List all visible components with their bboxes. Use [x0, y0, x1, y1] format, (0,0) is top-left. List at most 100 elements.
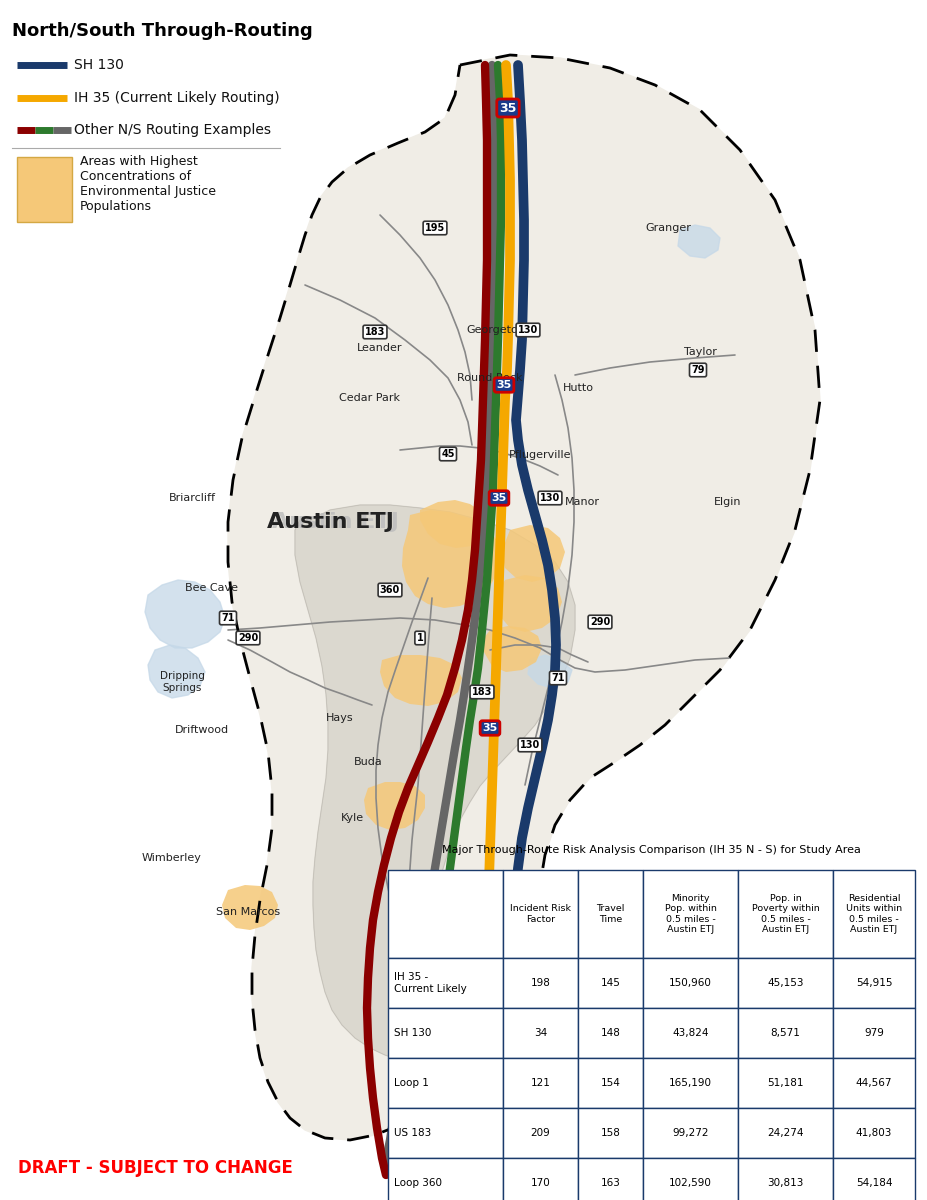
Text: 165,190: 165,190	[669, 1078, 712, 1088]
Text: SH 130: SH 130	[74, 58, 124, 72]
FancyBboxPatch shape	[833, 1158, 915, 1200]
Text: 35: 35	[477, 875, 492, 886]
Text: Hays: Hays	[326, 713, 354, 722]
Text: Bee Cave: Bee Cave	[185, 583, 238, 593]
FancyBboxPatch shape	[578, 1058, 643, 1108]
Text: 71: 71	[222, 613, 235, 623]
Text: Loop 1: Loop 1	[394, 1078, 429, 1088]
Text: Briarcliff: Briarcliff	[169, 493, 215, 503]
Text: 35: 35	[491, 493, 507, 503]
Text: Residential
Units within
0.5 miles -
Austin ETJ: Residential Units within 0.5 miles - Aus…	[846, 894, 902, 934]
Text: San Marcos: San Marcos	[216, 907, 280, 917]
Text: Leander: Leander	[357, 343, 402, 353]
FancyBboxPatch shape	[738, 1058, 833, 1108]
FancyBboxPatch shape	[17, 157, 72, 222]
FancyBboxPatch shape	[503, 1058, 578, 1108]
Text: Pflugerville: Pflugerville	[509, 450, 571, 460]
FancyBboxPatch shape	[388, 1158, 503, 1200]
Text: 45,153: 45,153	[768, 978, 804, 988]
FancyBboxPatch shape	[388, 958, 503, 1008]
Text: 145: 145	[601, 978, 620, 988]
Text: IH 35 (Current Likely Routing): IH 35 (Current Likely Routing)	[74, 91, 280, 104]
FancyBboxPatch shape	[578, 870, 643, 958]
Polygon shape	[528, 655, 572, 688]
Text: Minority
Pop. within
0.5 miles -
Austin ETJ: Minority Pop. within 0.5 miles - Austin …	[665, 894, 717, 934]
FancyBboxPatch shape	[833, 1008, 915, 1058]
Text: 154: 154	[601, 1078, 620, 1088]
Text: 183: 183	[472, 686, 492, 697]
FancyBboxPatch shape	[738, 1158, 833, 1200]
Polygon shape	[222, 886, 278, 930]
Polygon shape	[420, 500, 488, 548]
Text: Granger: Granger	[645, 223, 691, 233]
Polygon shape	[498, 575, 562, 632]
Text: Elgin: Elgin	[714, 497, 742, 506]
FancyBboxPatch shape	[643, 870, 738, 958]
Text: Dripping
Springs: Dripping Springs	[159, 671, 205, 692]
FancyBboxPatch shape	[738, 958, 833, 1008]
Text: 8,571: 8,571	[770, 1028, 800, 1038]
Text: IH 35 -
Current Likely: IH 35 - Current Likely	[394, 972, 467, 994]
Text: 44,567: 44,567	[856, 1078, 893, 1088]
FancyBboxPatch shape	[388, 1058, 503, 1108]
FancyBboxPatch shape	[833, 870, 915, 958]
Text: 35: 35	[482, 722, 498, 733]
Text: 148: 148	[601, 1028, 620, 1038]
Text: Round Rock: Round Rock	[457, 373, 523, 383]
FancyBboxPatch shape	[578, 1108, 643, 1158]
Text: Loop 360: Loop 360	[394, 1178, 442, 1188]
Text: Cedar Park: Cedar Park	[339, 392, 400, 403]
Text: US 183: US 183	[394, 1128, 431, 1138]
Text: 71: 71	[552, 673, 565, 683]
FancyBboxPatch shape	[503, 958, 578, 1008]
Polygon shape	[502, 526, 565, 582]
FancyBboxPatch shape	[503, 1008, 578, 1058]
Text: 35: 35	[500, 102, 516, 114]
FancyBboxPatch shape	[643, 1108, 738, 1158]
Text: 121: 121	[530, 1078, 551, 1088]
Text: 51,181: 51,181	[768, 1078, 804, 1088]
Text: 150,960: 150,960	[669, 978, 712, 988]
Polygon shape	[228, 55, 820, 1140]
Text: 290: 290	[238, 634, 258, 643]
FancyBboxPatch shape	[643, 1058, 738, 1108]
Text: 102,590: 102,590	[669, 1178, 712, 1188]
Text: Major Through-Route Risk Analysis Comparison (IH 35 N - S) for Study Area: Major Through-Route Risk Analysis Compar…	[442, 845, 861, 854]
Text: 163: 163	[601, 1178, 620, 1188]
Text: 209: 209	[530, 1128, 551, 1138]
FancyBboxPatch shape	[388, 870, 503, 958]
FancyBboxPatch shape	[578, 958, 643, 1008]
Text: Hutto: Hutto	[563, 383, 593, 392]
Text: 170: 170	[530, 1178, 551, 1188]
Text: 54,184: 54,184	[856, 1178, 893, 1188]
FancyBboxPatch shape	[578, 1008, 643, 1058]
FancyBboxPatch shape	[503, 870, 578, 958]
Text: Georgetown: Georgetown	[466, 325, 534, 335]
Text: Areas with Highest
Concentrations of
Environmental Justice
Populations: Areas with Highest Concentrations of Env…	[80, 155, 216, 214]
Text: 158: 158	[601, 1128, 620, 1138]
Text: SH 130: SH 130	[394, 1028, 431, 1038]
Text: 130: 130	[518, 325, 539, 335]
FancyBboxPatch shape	[578, 1158, 643, 1200]
FancyBboxPatch shape	[833, 1058, 915, 1108]
Polygon shape	[484, 626, 542, 672]
Text: 1: 1	[416, 634, 424, 643]
Text: 30,813: 30,813	[768, 1178, 804, 1188]
Text: 130: 130	[540, 493, 560, 503]
Text: 43,824: 43,824	[672, 1028, 709, 1038]
Text: Buda: Buda	[353, 757, 382, 767]
FancyBboxPatch shape	[833, 958, 915, 1008]
Text: Taylor: Taylor	[683, 347, 717, 358]
FancyBboxPatch shape	[643, 958, 738, 1008]
Text: Manor: Manor	[565, 497, 600, 506]
FancyBboxPatch shape	[503, 1108, 578, 1158]
Text: Wimberley: Wimberley	[142, 853, 202, 863]
Text: Incident Risk
Factor: Incident Risk Factor	[510, 905, 571, 924]
FancyBboxPatch shape	[833, 1108, 915, 1158]
Polygon shape	[364, 782, 425, 830]
Text: DRAFT - SUBJECT TO CHANGE: DRAFT - SUBJECT TO CHANGE	[18, 1159, 293, 1177]
Text: Austin ETJ: Austin ETJ	[267, 512, 393, 532]
Text: 54,915: 54,915	[856, 978, 893, 988]
Polygon shape	[678, 226, 720, 258]
Text: Austin ETJ: Austin ETJ	[272, 512, 399, 532]
